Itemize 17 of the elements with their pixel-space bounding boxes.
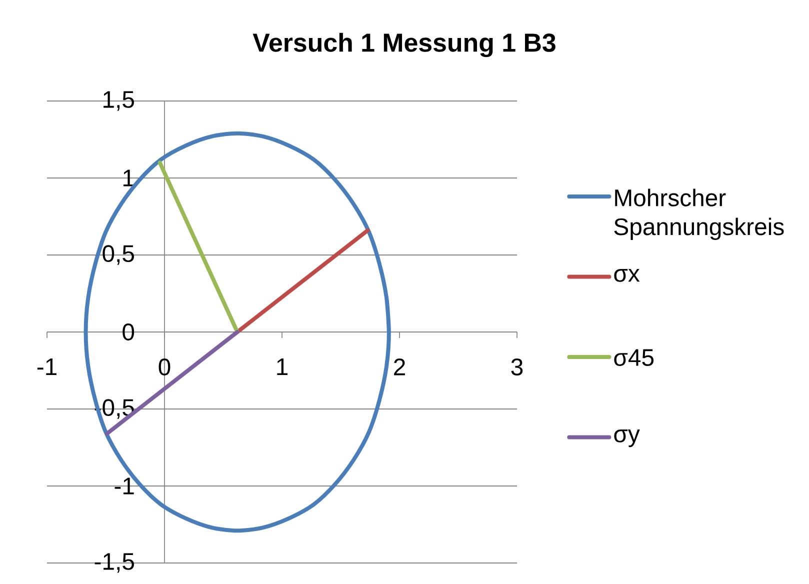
x-tick-label: -1 xyxy=(37,358,56,375)
legend-label: σx xyxy=(614,269,640,282)
line-series xyxy=(84,131,391,533)
x-tick-label: 0 xyxy=(158,358,170,376)
x-tick-label: 3 xyxy=(511,358,523,376)
y-tick-label: -1,5 xyxy=(94,553,134,573)
legend-label: σy xyxy=(614,430,640,448)
x-tick-label: 2 xyxy=(394,358,405,376)
y-tick-label: 1 xyxy=(124,170,134,186)
y-tick-label: 1,5 xyxy=(104,91,134,111)
y-tick-label: 0,5 xyxy=(102,245,134,265)
legend-label: Mohrscher Spannungskreis xyxy=(614,188,784,240)
chart-title: Versuch 1 Messung 1 B3 xyxy=(252,32,556,58)
x-tick-label: 1 xyxy=(277,358,288,375)
legend-label: σ45 xyxy=(614,349,654,366)
y-tick-label: -1 xyxy=(114,478,134,494)
y-tick-label: 0 xyxy=(122,324,134,340)
